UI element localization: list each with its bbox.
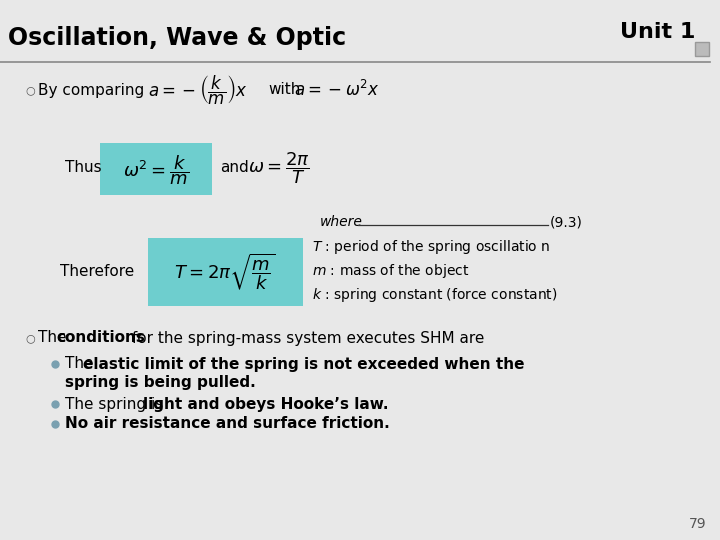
Text: Unit 1: Unit 1 [620, 22, 696, 42]
Bar [148, 238, 303, 306]
Text: and: and [220, 160, 248, 176]
Text: By comparing: By comparing [38, 83, 144, 98]
Text: spring is being pulled.: spring is being pulled. [65, 375, 256, 389]
Text: Oscillation, Wave & Optic: Oscillation, Wave & Optic [8, 26, 346, 50]
Text: $m$ : mass of the object: $m$ : mass of the object [312, 262, 469, 280]
Text: light and obeys Hooke’s law.: light and obeys Hooke’s law. [143, 396, 389, 411]
Text: for the spring-mass system executes SHM are: for the spring-mass system executes SHM … [127, 330, 485, 346]
Text: The: The [38, 330, 71, 346]
Bar [100, 143, 212, 195]
Text: $T$ : period of the spring oscillatio n: $T$ : period of the spring oscillatio n [312, 238, 550, 256]
Text: $\omega^{2}=\dfrac{k}{m}$: $\omega^{2}=\dfrac{k}{m}$ [123, 153, 189, 187]
Text: $a=-\omega^{2}x$: $a=-\omega^{2}x$ [294, 80, 379, 100]
Text: Therefore: Therefore [60, 265, 134, 280]
Text: $\omega=\dfrac{2\pi}{T}$: $\omega=\dfrac{2\pi}{T}$ [248, 150, 310, 186]
Text: $T=2\pi\sqrt{\dfrac{m}{k}}$: $T=2\pi\sqrt{\dfrac{m}{k}}$ [174, 252, 276, 292]
Text: conditions: conditions [56, 330, 145, 346]
Text: ○: ○ [25, 85, 35, 95]
Text: with: with [268, 83, 300, 98]
Text: No air resistance and surface friction.: No air resistance and surface friction. [65, 416, 390, 431]
Text: $k$ : spring constant (force constant): $k$ : spring constant (force constant) [312, 286, 557, 304]
Text: $a=-\left(\dfrac{k}{m}\right)x$: $a=-\left(\dfrac{k}{m}\right)x$ [148, 73, 248, 106]
Text: Thus: Thus [65, 160, 102, 176]
Bar [695, 42, 709, 56]
Text: ○: ○ [25, 333, 35, 343]
Text: The: The [65, 356, 99, 372]
Text: (9.3): (9.3) [550, 215, 583, 229]
Text: where: where [320, 215, 363, 229]
Text: 79: 79 [688, 517, 706, 531]
Text: elastic limit of the spring is not exceeded when the: elastic limit of the spring is not excee… [83, 356, 524, 372]
Text: The spring is: The spring is [65, 396, 168, 411]
